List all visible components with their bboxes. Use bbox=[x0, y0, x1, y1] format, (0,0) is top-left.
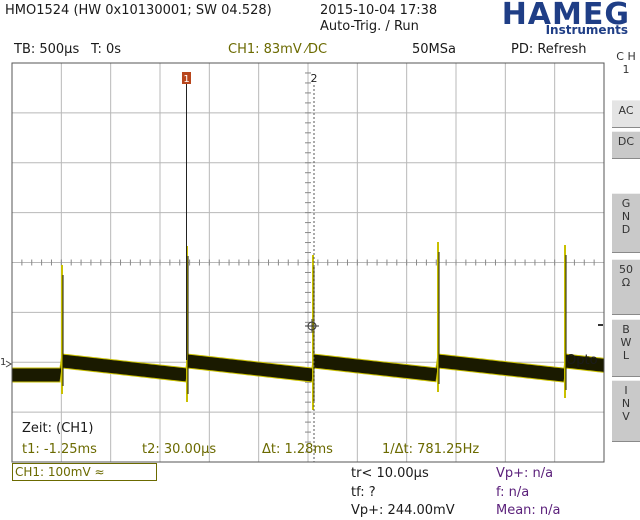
timebase-label[interactable]: TB: 500µs bbox=[14, 42, 80, 57]
svg-text:1: 1 bbox=[0, 357, 6, 368]
cursor1-marker[interactable]: 1 bbox=[182, 72, 191, 85]
sample-rate-label: 50MSa bbox=[412, 42, 456, 57]
trigger-mode: Auto-Trig. / Run bbox=[320, 19, 419, 34]
side-channel-label: C H 1 bbox=[616, 50, 636, 76]
cursor-lines[interactable] bbox=[186, 84, 315, 462]
side-button-dc[interactable]: DC bbox=[612, 131, 640, 159]
cursor-t2-value: t2: 30.00µs bbox=[142, 442, 217, 457]
hameg-logo: HAMEG Instruments bbox=[452, 0, 630, 39]
side-button-50ω[interactable]: 50 Ω bbox=[612, 259, 640, 315]
trigger-time-label[interactable]: T: 0s bbox=[91, 42, 122, 57]
opto-overlay-text: Opto bbox=[566, 353, 598, 368]
cursor-delta-t-value: Δt: 1.28ms bbox=[262, 442, 333, 457]
channel-label[interactable]: CH1: 83mV ⁄DC bbox=[228, 42, 328, 57]
mean-value: Mean: n/a bbox=[496, 503, 561, 518]
side-button-inv[interactable]: I N V bbox=[612, 380, 640, 442]
fall-time-value: tf: ? bbox=[351, 485, 376, 500]
side-button-bwl[interactable]: B W L bbox=[612, 319, 640, 377]
device-info: HMO1524 (HW 0x10130001; SW 04.528) bbox=[5, 3, 272, 18]
ground-marker-left: 1 bbox=[0, 357, 12, 368]
rise-time-value: tr< 10.00µs bbox=[351, 466, 429, 481]
trigger-position-marker[interactable] bbox=[305, 319, 319, 333]
logo-subtitle: Instruments bbox=[545, 23, 628, 37]
frequency-value: f: n/a bbox=[496, 485, 530, 500]
side-button-ac[interactable]: AC bbox=[612, 100, 640, 128]
acquisition-mode-label[interactable]: PD: Refresh bbox=[511, 42, 587, 57]
cursor-t1-value: t1: -1.25ms bbox=[22, 442, 97, 457]
cursor2-label[interactable]: 2 bbox=[311, 72, 318, 85]
vp-plus-value: Vp+: 244.00mV bbox=[351, 503, 455, 518]
logo-brand: HAMEG bbox=[501, 0, 630, 32]
cursor1-label: 1 bbox=[183, 74, 189, 85]
ch1-scale-box[interactable]: CH1: 100mV ≈ bbox=[12, 463, 157, 481]
screen-border bbox=[11, 62, 605, 463]
graticule bbox=[11, 62, 604, 462]
cursor-inverse-delta-value: 1/Δt: 781.25Hz bbox=[382, 442, 480, 457]
channel-side-menu: C H 1 AC DC G N D 50 Ω B W L I N V bbox=[612, 40, 640, 470]
measurement-title: Zeit: (CH1) bbox=[22, 421, 94, 436]
vp-plus-na-value: Vp+: n/a bbox=[496, 466, 554, 481]
datetime: 2015-10-04 17:38 bbox=[320, 3, 438, 18]
side-button-gnd[interactable]: G N D bbox=[612, 193, 640, 253]
